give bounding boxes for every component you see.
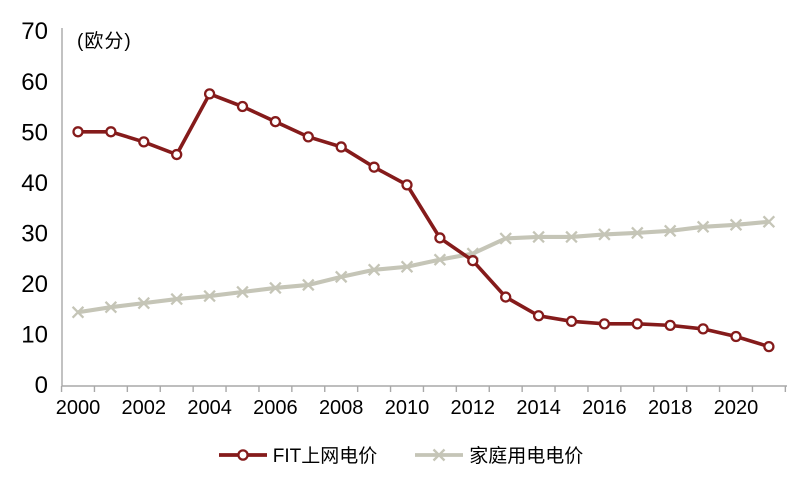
x-tick-label: 2018 (648, 397, 693, 419)
data-point-marker (71, 306, 85, 319)
data-point-marker (433, 253, 447, 266)
data-point-marker (104, 300, 118, 314)
axes (60, 28, 787, 392)
y-tick-label: 10 (21, 321, 48, 348)
data-point-marker (664, 319, 676, 332)
data-point-marker (499, 232, 512, 245)
data-point-marker (565, 315, 578, 327)
legend-x-marker-icon (415, 448, 464, 461)
data-point-marker (631, 226, 644, 240)
y-tick-label: 40 (21, 170, 48, 197)
data-point-marker (500, 291, 512, 303)
series-line (77, 219, 770, 315)
data-point-marker (105, 126, 117, 138)
data-point-marker (367, 263, 381, 276)
x-tick-label: 2002 (122, 397, 167, 419)
data-point-marker (269, 116, 282, 128)
y-tick-label: 70 (21, 18, 48, 45)
data-point-marker (269, 281, 282, 295)
data-point-marker (401, 179, 413, 191)
data-point-marker (598, 228, 611, 241)
data-point-marker (598, 318, 611, 330)
x-tick-label: 2012 (451, 397, 496, 419)
data-point-marker (302, 131, 314, 143)
data-point-marker (730, 330, 742, 343)
data-point-marker (236, 285, 249, 299)
data-point-marker (729, 218, 743, 232)
legend-label-fit: FIT上网电价 (272, 446, 378, 467)
y-tick-label: 30 (21, 220, 48, 247)
data-point-marker (171, 148, 183, 161)
data-point-marker (203, 289, 216, 303)
series-line (78, 91, 770, 349)
y-axis-labels: 0 10 20 30 40 50 60 70 (21, 18, 48, 399)
x-tick-label: 2008 (319, 397, 364, 419)
legend-item-fit: FIT上网电价 (217, 441, 378, 468)
data-point-marker (137, 296, 151, 310)
y-tick-label: 0 (35, 372, 48, 399)
data-point-marker (72, 126, 84, 138)
legend-item-household: 家庭用电电价 (413, 441, 583, 468)
data-point-marker (565, 230, 578, 244)
data-point-marker (138, 136, 150, 148)
x-tick-label: 2020 (714, 397, 759, 419)
data-point-marker (663, 224, 677, 238)
x-tick-label: 2006 (253, 397, 298, 419)
data-point-marker (763, 340, 775, 353)
data-point-marker (631, 318, 643, 330)
data-point-marker (203, 88, 216, 100)
data-point-marker (467, 255, 479, 267)
legend-circle-marker-icon (218, 448, 267, 461)
x-axis-labels: 2000 2002 2004 2006 2008 2010 2012 2014 2016 2018… (56, 397, 759, 419)
y-tick-label: 60 (21, 69, 48, 96)
data-point-marker (334, 270, 348, 284)
data-point-marker (368, 161, 380, 173)
data-point-marker (696, 220, 710, 234)
y-tick-label: 50 (21, 119, 48, 146)
x-tick-label: 2014 (516, 397, 561, 419)
data-point-marker (762, 215, 776, 228)
data-point-marker (434, 232, 446, 244)
legend-label-household: 家庭用电电价 (469, 446, 584, 467)
x-tick-label: 2016 (582, 397, 627, 419)
x-tick-label: 2004 (187, 397, 232, 419)
x-tick-label: 2010 (385, 397, 430, 419)
data-point-marker (170, 292, 183, 306)
data-point-marker (697, 323, 709, 335)
series-household (71, 215, 776, 319)
data-point-marker (335, 141, 347, 153)
y-tick-label: 20 (21, 271, 48, 298)
series-fit (72, 88, 775, 353)
data-point-marker (400, 260, 414, 273)
x-tick-label: 2000 (56, 397, 101, 419)
chart-legend: FIT上网电价 家庭用电电价 (0, 441, 800, 468)
y-axis-unit-label: (欧分) (77, 31, 132, 52)
data-point-marker (532, 310, 545, 322)
data-point-marker (532, 230, 545, 244)
data-point-marker (302, 278, 315, 292)
data-point-marker (236, 100, 249, 113)
